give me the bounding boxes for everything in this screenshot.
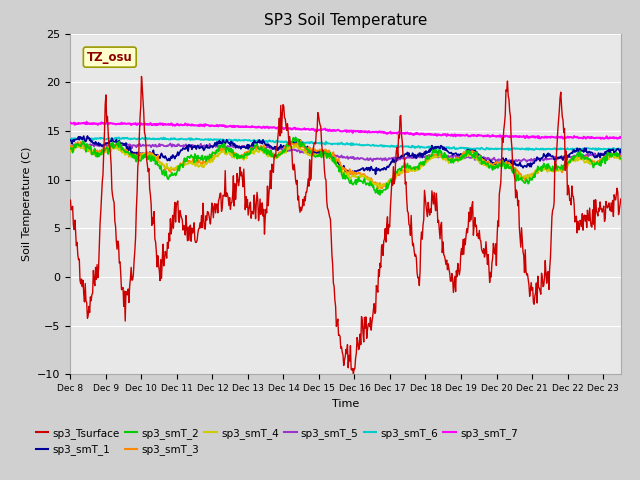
sp3_smT_1 xyxy=(67,137,74,143)
sp3_smT_7 xyxy=(476,132,483,138)
sp3_smT_1 xyxy=(68,138,76,144)
sp3_smT_3 xyxy=(463,152,470,157)
sp3_smT_3 xyxy=(297,137,305,143)
Line: sp3_smT_5: sp3_smT_5 xyxy=(70,143,621,162)
sp3_smT_5 xyxy=(497,159,504,165)
sp3_smT_1 xyxy=(372,171,380,177)
sp3_smT_6 xyxy=(67,136,74,142)
sp3_Tsurface xyxy=(67,197,74,203)
sp3_smT_7 xyxy=(83,119,90,125)
sp3_smT_6 xyxy=(531,147,538,153)
sp3_smT_7 xyxy=(145,121,152,127)
sp3_smT_1 xyxy=(302,145,310,151)
sp3_smT_4 xyxy=(376,185,383,191)
sp3_smT_2 xyxy=(323,155,330,161)
sp3_smT_6 xyxy=(68,136,76,142)
sp3_Tsurface xyxy=(349,372,357,377)
sp3_smT_2 xyxy=(143,154,151,160)
sp3_smT_5 xyxy=(617,150,625,156)
sp3_Tsurface xyxy=(463,226,470,232)
Legend: sp3_Tsurface, sp3_smT_1, sp3_smT_2, sp3_smT_3, sp3_smT_4, sp3_smT_5, sp3_smT_6, : sp3_Tsurface, sp3_smT_1, sp3_smT_2, sp3_… xyxy=(31,424,522,459)
sp3_smT_4 xyxy=(617,156,625,162)
sp3_smT_1 xyxy=(617,147,625,153)
sp3_smT_3 xyxy=(617,153,625,159)
sp3_smT_6 xyxy=(462,146,470,152)
sp3_smT_7 xyxy=(67,120,74,126)
sp3_smT_5 xyxy=(323,151,330,156)
sp3_smT_3 xyxy=(476,152,484,158)
sp3_smT_2 xyxy=(463,148,470,154)
Line: sp3_smT_7: sp3_smT_7 xyxy=(70,122,621,139)
sp3_smT_2 xyxy=(376,192,384,198)
sp3_smT_7 xyxy=(302,126,310,132)
X-axis label: Time: Time xyxy=(332,399,359,408)
sp3_smT_6 xyxy=(145,136,152,142)
sp3_smT_2 xyxy=(617,156,625,162)
sp3_smT_4 xyxy=(476,161,484,167)
sp3_smT_3 xyxy=(143,149,151,155)
sp3_smT_6 xyxy=(476,146,483,152)
sp3_smT_6 xyxy=(115,134,122,140)
sp3_smT_7 xyxy=(323,127,330,133)
Line: sp3_smT_3: sp3_smT_3 xyxy=(70,140,621,189)
Line: sp3_smT_1: sp3_smT_1 xyxy=(70,136,621,174)
Line: sp3_Tsurface: sp3_Tsurface xyxy=(70,76,621,374)
sp3_smT_1 xyxy=(323,149,330,155)
sp3_smT_7 xyxy=(597,136,605,142)
sp3_smT_4 xyxy=(293,142,301,148)
sp3_Tsurface xyxy=(617,196,625,202)
sp3_smT_6 xyxy=(302,140,310,145)
sp3_smT_4 xyxy=(68,146,76,152)
sp3_smT_4 xyxy=(463,152,470,158)
sp3_smT_2 xyxy=(476,157,484,163)
Title: SP3 Soil Temperature: SP3 Soil Temperature xyxy=(264,13,428,28)
sp3_smT_4 xyxy=(323,153,330,159)
sp3_smT_6 xyxy=(617,146,625,152)
sp3_smT_4 xyxy=(143,152,151,157)
sp3_smT_5 xyxy=(302,148,310,154)
Text: TZ_osu: TZ_osu xyxy=(87,51,132,64)
sp3_smT_4 xyxy=(302,149,310,155)
sp3_smT_7 xyxy=(617,134,625,140)
sp3_smT_5 xyxy=(79,140,86,146)
sp3_smT_7 xyxy=(68,120,76,126)
sp3_smT_3 xyxy=(67,147,74,153)
sp3_smT_5 xyxy=(67,144,74,150)
sp3_smT_2 xyxy=(292,134,300,140)
sp3_smT_4 xyxy=(67,149,74,155)
Line: sp3_smT_6: sp3_smT_6 xyxy=(70,137,621,150)
Line: sp3_smT_2: sp3_smT_2 xyxy=(70,137,621,195)
sp3_smT_7 xyxy=(462,132,470,138)
sp3_smT_3 xyxy=(302,145,310,151)
sp3_Tsurface xyxy=(476,237,484,242)
Y-axis label: Soil Temperature (C): Soil Temperature (C) xyxy=(22,147,32,261)
sp3_Tsurface xyxy=(323,198,330,204)
sp3_smT_2 xyxy=(302,145,310,151)
sp3_smT_3 xyxy=(68,143,76,149)
sp3_smT_5 xyxy=(476,156,483,162)
sp3_smT_2 xyxy=(68,150,76,156)
sp3_smT_5 xyxy=(68,144,76,150)
sp3_Tsurface xyxy=(138,73,145,79)
Line: sp3_smT_4: sp3_smT_4 xyxy=(70,145,621,188)
sp3_Tsurface xyxy=(145,169,152,175)
sp3_smT_6 xyxy=(323,141,330,146)
sp3_smT_5 xyxy=(145,143,152,148)
sp3_smT_2 xyxy=(67,145,74,151)
sp3_Tsurface xyxy=(68,204,76,209)
sp3_smT_1 xyxy=(463,147,470,153)
sp3_smT_3 xyxy=(374,186,381,192)
sp3_Tsurface xyxy=(302,189,310,195)
sp3_smT_5 xyxy=(462,155,470,161)
sp3_smT_1 xyxy=(84,133,92,139)
sp3_smT_3 xyxy=(323,150,330,156)
sp3_smT_1 xyxy=(145,151,152,157)
sp3_smT_1 xyxy=(476,153,484,158)
